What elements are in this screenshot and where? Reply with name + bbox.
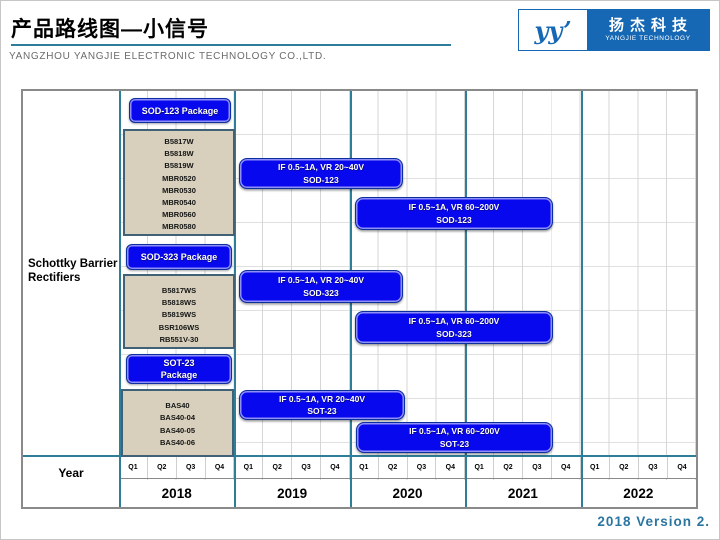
part-number: B5819WS	[161, 310, 197, 320]
year-cell: 2020	[392, 486, 423, 501]
year-axis: 2018 2019 2020 2021 2022	[119, 480, 696, 507]
bar-spec: IF 0.5~1A, VR 20~40V	[278, 162, 364, 172]
company-subtitle: YANGZHOU YANGJIE ELECTRONIC TECHNOLOGY C…	[9, 51, 327, 62]
bar-package: SOD-123	[436, 214, 472, 225]
quarter-cell: Q1	[581, 457, 610, 478]
year-axis-label: Year	[58, 466, 84, 480]
year-divider-line	[119, 91, 121, 507]
yangjie-monogram-icon: yy’	[519, 10, 587, 50]
logo-name-block: 扬杰科技 YANGJIE TECHNOLOGY	[587, 10, 709, 50]
group-label-line1: Schottky Barrier	[28, 258, 118, 270]
package-box-sot23: SOT-23 Package	[126, 354, 232, 384]
quarter-cell: Q3	[177, 457, 206, 478]
year-cell: 2019	[277, 486, 308, 501]
bar-spec: IF 0.5~1A, VR 60~200V	[408, 202, 500, 212]
year-divider-line	[234, 91, 236, 507]
part-number: MBR0560	[162, 210, 196, 220]
year-divider-line	[465, 91, 467, 507]
group-label-line2: Rectifiers	[28, 272, 81, 284]
quarter-cell: Q4	[206, 457, 235, 478]
package-label: SOD-323 Package	[140, 252, 218, 262]
parts-box-sot23: BAS40 BAS40-04 BAS40-05 BAS40-06	[121, 389, 234, 457]
quarter-cell: Q1	[465, 457, 495, 478]
quarter-cell: Q1	[234, 457, 264, 478]
page-title: 产品路线图—小信号	[11, 18, 209, 41]
package-box-sod323: SOD-323 Package	[126, 244, 232, 270]
bar-package: SOD-323	[303, 287, 339, 298]
part-number: BAS40-05	[159, 425, 196, 435]
quarter-cell: Q3	[523, 457, 552, 478]
roadmap-bar-sod323-low-vr: IF 0.5~1A, VR 20~40V SOD-323	[239, 270, 403, 303]
quarter-cell: Q3	[408, 457, 437, 478]
parts-box-sod323: B5817WS B5818WS B5819WS BSR106WS RB551V-…	[123, 274, 235, 349]
bar-package: SOD-123	[303, 174, 339, 185]
quarter-cell: Q2	[610, 457, 639, 478]
part-number: BAS40	[165, 401, 190, 410]
part-number: BSR106WS	[158, 322, 200, 332]
version-note: 2018 Version 2.	[597, 514, 710, 529]
part-number: BAS40-06	[159, 438, 196, 448]
quarter-cell: Q3	[292, 457, 321, 478]
bar-spec: IF 0.5~1A, VR 20~40V	[279, 393, 365, 404]
bar-package: SOD-323	[436, 328, 472, 339]
bar-spec: IF 0.5~1A, VR 60~200V	[408, 316, 500, 326]
part-number: B5818WS	[161, 298, 197, 308]
quarter-cell: Q4	[321, 457, 350, 478]
year-cell: 2021	[507, 486, 538, 501]
quarter-cell: Q2	[263, 457, 293, 478]
roadmap-bar-sot23-high-vr: IF 0.5~1A, VR 60~200V SOT-23	[356, 422, 553, 453]
bar-spec: IF 0.5~1A, VR 20~40V	[278, 275, 364, 285]
axis-top-line	[23, 455, 696, 457]
part-number: B5817W	[164, 137, 194, 146]
quarter-cell: Q4	[436, 457, 466, 478]
roadmap-bar-sod123-high-vr: IF 0.5~1A, VR 60~200V SOD-123	[355, 197, 553, 230]
quarter-cell: Q2	[379, 457, 408, 478]
part-number: MBR0530	[162, 185, 196, 195]
part-number: MBR0520	[162, 173, 196, 183]
quarter-cell: Q2	[494, 457, 523, 478]
quarter-cell: Q1	[119, 457, 148, 478]
year-divider-line	[581, 91, 583, 507]
title-underline	[11, 44, 451, 46]
bar-package: SOT-23	[307, 406, 337, 416]
quarter-group-2020: Q1 Q2 Q3 Q4	[350, 457, 466, 478]
year-cell: 2022	[623, 486, 654, 501]
package-label: SOD-123 Package	[141, 105, 219, 116]
company-logo: yy’ 扬杰科技 YANGJIE TECHNOLOGY	[518, 9, 710, 51]
group-label: Schottky Barrier Rectifiers	[28, 257, 120, 285]
part-number: BAS40-04	[159, 413, 196, 423]
year-cell: 2018	[161, 486, 192, 501]
logo-name-en: YANGJIE TECHNOLOGY	[605, 34, 691, 42]
logo-name-cn: 扬杰科技	[608, 17, 693, 35]
bar-package: SOT-23	[439, 438, 470, 449]
quarter-cell: Q3	[639, 457, 668, 478]
roadmap-bar-sod123-low-vr: IF 0.5~1A, VR 20~40V SOD-123	[239, 158, 403, 189]
part-number: B5818W	[164, 149, 194, 159]
part-number: B5819W	[164, 161, 194, 171]
package-box-sod123: SOD-123 Package	[129, 98, 231, 123]
roadmap-chart: Q1 Q2 Q3 Q4 Q1 Q2 Q3 Q4 Q1 Q2 Q3 Q4 Q1 Q…	[21, 89, 698, 509]
quarter-group-2022: Q1 Q2 Q3 Q4	[581, 457, 696, 478]
package-label: SOT-23	[163, 358, 195, 368]
quarter-cell: Q4	[552, 457, 581, 478]
roadmap-bar-sod323-high-vr: IF 0.5~1A, VR 60~200V SOD-323	[355, 311, 553, 344]
quarter-group-2019: Q1 Q2 Q3 Q4	[234, 457, 350, 478]
part-number: MBR0580	[162, 222, 196, 232]
roadmap-bar-sot23-low-vr: IF 0.5~1A, VR 20~40V SOT-23	[239, 390, 405, 420]
quarter-cell: Q4	[677, 464, 687, 471]
quarter-cell: Q2	[148, 457, 177, 478]
parts-box-sod123: B5817W B5818W B5819W MBR0520 MBR0530 MBR…	[123, 129, 235, 236]
quarter-cell: Q1	[350, 457, 379, 478]
package-label: Package	[160, 370, 198, 380]
part-number: B5817WS	[161, 286, 197, 295]
part-number: MBR0540	[162, 198, 196, 208]
quarter-group-2018: Q1 Q2 Q3 Q4	[119, 457, 235, 478]
bar-spec: IF 0.5~1A, VR 60~200V	[409, 426, 500, 436]
quarter-group-2021: Q1 Q2 Q3 Q4	[465, 457, 581, 478]
part-number: RB551V-30	[159, 334, 199, 344]
quarter-axis: Q1 Q2 Q3 Q4 Q1 Q2 Q3 Q4 Q1 Q2 Q3 Q4 Q1 Q…	[119, 457, 696, 479]
